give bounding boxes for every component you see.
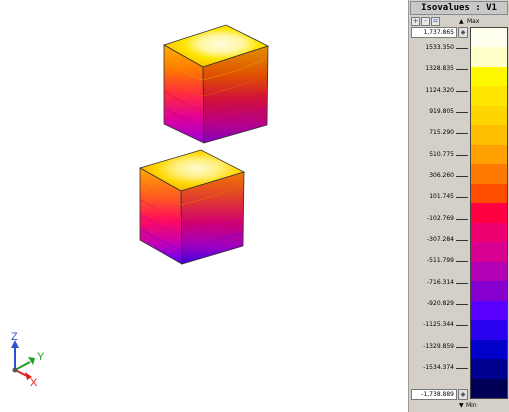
color-band [471,300,507,321]
z-axis-label: Z [11,331,18,343]
level-value: -1329.859 [423,342,454,350]
level-tick [456,48,468,49]
level-tick [456,90,468,92]
level-value: 306.260 [429,172,454,179]
color-band [471,47,507,68]
zoom-in-button[interactable]: + [411,17,420,26]
level-value: -920.829 [427,300,454,307]
color-band [471,86,507,107]
color-band [471,183,507,204]
level-value: -1534.374 [423,364,454,371]
min-spinner-button[interactable]: ◆ [458,389,468,400]
lower-cube[interactable] [138,149,246,265]
zoom-out-icon: - [424,17,427,25]
min-label: Min [466,402,477,409]
min-value-field[interactable]: -1,738.889 [411,389,457,400]
level-value: 919.805 [429,108,454,115]
level-value: 1124.320 [425,86,454,94]
axis-triad: Z Y X [11,331,45,389]
level-tick [456,261,468,263]
max-value-field[interactable]: 1,737.865 [411,27,457,38]
level-tick [456,368,468,369]
color-band [471,378,507,399]
min-arrow-icon: ▼ [459,402,464,409]
x-axis-arrow-icon [25,372,32,380]
level-value: 101.745 [429,193,454,201]
color-band [471,125,507,146]
x-axis-label: X [30,377,38,389]
level-value: -307.284 [427,236,454,243]
y-axis-label: Y [37,351,45,363]
level-tick [456,240,468,241]
color-band [471,242,507,263]
color-band [471,359,507,380]
level-tick [456,282,468,284]
zoom-in-icon: + [412,17,419,25]
z-axis-arrow-icon [11,340,19,348]
legend-title: Isovalues : V1 [410,1,508,15]
max-label: Max [467,18,480,25]
level-value: -102.769 [427,214,454,222]
zoom-fit-icon: = [432,17,439,25]
level-tick [456,218,468,220]
zoom-fit-button[interactable]: = [431,17,440,26]
level-tick [456,325,468,327]
color-band [471,203,507,224]
color-band [471,144,507,165]
level-value: 510.775 [429,150,454,158]
level-value: -716.314 [427,278,454,286]
level-tick [456,176,468,177]
level-tick [456,346,468,348]
color-band [471,281,507,302]
isovalues-legend-panel: Isovalues : V1 + - = ▲ Max 1,737.865 ◆ 1… [408,0,509,412]
color-band [471,261,507,282]
color-band [471,164,507,185]
level-tick [456,133,468,135]
level-value: 1328.835 [425,65,454,73]
level-value: -511.799 [427,257,454,265]
level-value: 1533.350 [425,44,454,51]
level-value: -1125.344 [423,321,454,329]
level-tick [456,112,468,113]
color-band [471,320,507,341]
viewport-canvas[interactable]: Z Y X [0,0,408,412]
color-band [471,105,507,126]
3d-viewport[interactable]: Z Y X [0,0,408,412]
level-tick [456,304,468,305]
color-band [471,222,507,243]
level-tick [456,154,468,156]
max-arrow-icon: ▲ [459,18,464,25]
color-band [471,339,507,360]
level-tick [456,69,468,71]
zoom-out-button[interactable]: - [421,17,430,26]
level-tick [456,197,468,199]
max-spinner-button[interactable]: ◆ [458,27,468,38]
color-scale-bar [470,27,508,399]
upper-cube[interactable] [163,24,270,144]
level-value: 715.290 [429,129,454,137]
color-band [471,28,507,48]
y-axis-arrow-icon [28,357,35,365]
color-band [471,66,507,87]
